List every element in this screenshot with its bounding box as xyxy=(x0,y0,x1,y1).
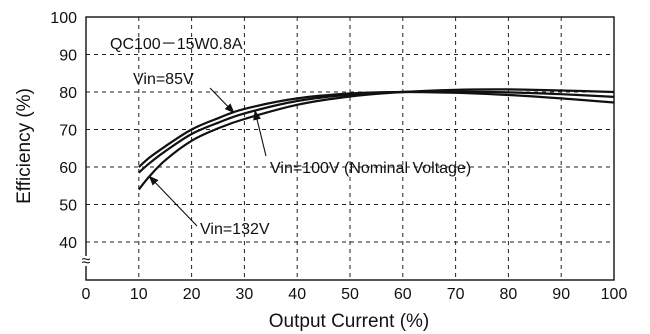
plot-border xyxy=(85,16,615,281)
axis-break-mark: ≈ xyxy=(82,253,91,270)
y-tick-label-80: 80 xyxy=(59,85,77,102)
y-axis-title: Efficiency (%) xyxy=(14,88,35,204)
annotation-label-0: Vin=85V xyxy=(133,71,194,88)
x-tick-label-30: 30 xyxy=(236,286,254,303)
x-tick-label-60: 60 xyxy=(394,286,412,303)
axis-break-gap xyxy=(79,256,93,266)
x-axis-title: Output Current (%) xyxy=(269,311,430,332)
y-tick-label-40: 40 xyxy=(59,235,77,252)
x-tick-label-20: 20 xyxy=(183,286,201,303)
series-line-0 xyxy=(138,90,615,168)
tick-labels: 0 10 20 30 40 50 60 70 80 90 100 40 50 60 70 80 90 100 ≈ xyxy=(50,10,627,303)
y-tick-label-50: 50 xyxy=(59,198,77,215)
model-label: QC100－15W0.8A xyxy=(110,36,243,53)
series-line-1 xyxy=(138,90,615,174)
x-tick-label-0: 0 xyxy=(82,286,91,303)
x-tick-label-80: 80 xyxy=(500,286,518,303)
x-tick-label-90: 90 xyxy=(552,286,570,303)
x-tick-label-100: 100 xyxy=(601,286,628,303)
plot-frame xyxy=(85,16,615,281)
x-tick-label-50: 50 xyxy=(341,286,359,303)
annotation-label-1: Vin=100V (Nominal Voltage) xyxy=(270,160,471,177)
y-tick-label-70: 70 xyxy=(59,123,77,140)
y-tick-label-90: 90 xyxy=(59,48,77,65)
annotation-arrow-0 xyxy=(209,87,235,114)
annotation-label-2: Vin=132V xyxy=(200,221,270,238)
annotation-arrow-2 xyxy=(148,175,198,227)
series-lines xyxy=(137,88,615,191)
annotation-arrow-1 xyxy=(253,109,267,157)
series-line-2 xyxy=(137,88,615,191)
y-tick-label-100: 100 xyxy=(50,10,77,27)
x-tick-label-40: 40 xyxy=(288,286,306,303)
annotations: Vin=85V Vin=100V (Nominal Voltage) Vin=132… xyxy=(133,71,471,238)
y-tick-label-60: 60 xyxy=(59,160,77,177)
grid-lines xyxy=(86,17,614,280)
x-tick-label-10: 10 xyxy=(130,286,148,303)
x-tick-label-70: 70 xyxy=(447,286,465,303)
